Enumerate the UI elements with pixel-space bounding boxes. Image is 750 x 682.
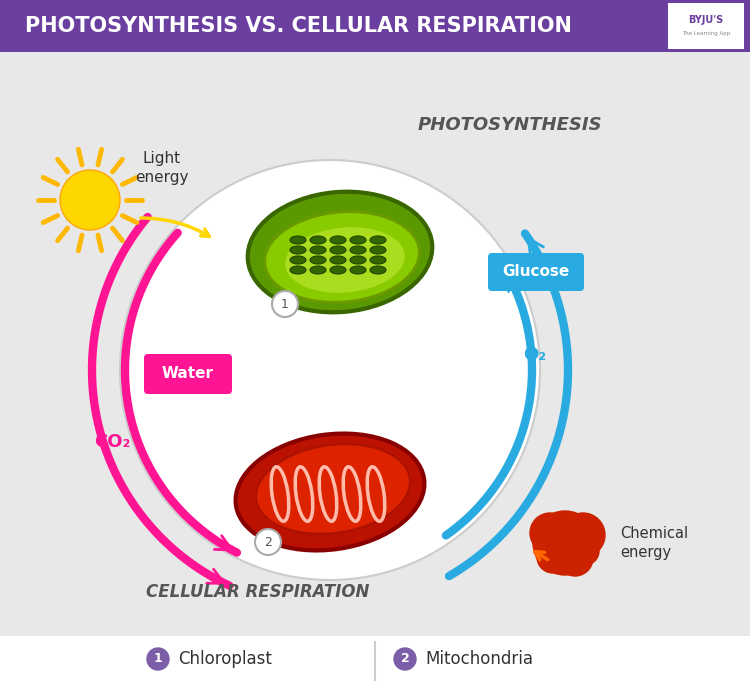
Ellipse shape xyxy=(290,266,306,274)
Ellipse shape xyxy=(236,434,424,550)
Ellipse shape xyxy=(285,227,405,293)
Text: Mitochondria: Mitochondria xyxy=(425,650,533,668)
FancyBboxPatch shape xyxy=(0,0,750,52)
Circle shape xyxy=(537,541,569,573)
Ellipse shape xyxy=(350,256,366,264)
Text: CO₂: CO₂ xyxy=(94,433,130,451)
Ellipse shape xyxy=(330,246,346,254)
Circle shape xyxy=(561,513,605,557)
Circle shape xyxy=(60,170,120,230)
Text: O₂: O₂ xyxy=(524,346,547,364)
Ellipse shape xyxy=(370,246,386,254)
Circle shape xyxy=(530,513,570,553)
Text: Water: Water xyxy=(162,366,214,381)
Ellipse shape xyxy=(265,211,419,302)
Ellipse shape xyxy=(310,246,326,254)
Circle shape xyxy=(147,648,169,670)
Circle shape xyxy=(533,511,597,575)
FancyBboxPatch shape xyxy=(0,636,750,682)
Ellipse shape xyxy=(350,236,366,244)
Ellipse shape xyxy=(330,256,346,264)
Text: 2: 2 xyxy=(400,653,410,666)
Text: BYJU'S: BYJU'S xyxy=(688,15,724,25)
Ellipse shape xyxy=(248,192,432,312)
Ellipse shape xyxy=(290,246,306,254)
Text: 1: 1 xyxy=(154,653,162,666)
Ellipse shape xyxy=(370,236,386,244)
Ellipse shape xyxy=(290,236,306,244)
Text: Glucose: Glucose xyxy=(503,265,570,280)
Circle shape xyxy=(120,160,540,580)
Ellipse shape xyxy=(290,256,306,264)
Circle shape xyxy=(557,540,593,576)
Text: 2: 2 xyxy=(264,535,272,548)
Text: Chloroplast: Chloroplast xyxy=(178,650,272,668)
Circle shape xyxy=(255,529,281,555)
Text: 1: 1 xyxy=(281,297,289,310)
FancyBboxPatch shape xyxy=(488,253,584,291)
Ellipse shape xyxy=(370,256,386,264)
Ellipse shape xyxy=(330,266,346,274)
Text: Light
energy: Light energy xyxy=(135,151,189,185)
Ellipse shape xyxy=(310,236,326,244)
Ellipse shape xyxy=(310,256,326,264)
Ellipse shape xyxy=(350,266,366,274)
Ellipse shape xyxy=(256,444,410,534)
Circle shape xyxy=(272,291,298,317)
Ellipse shape xyxy=(330,236,346,244)
Text: Chemical
energy: Chemical energy xyxy=(620,526,688,561)
Circle shape xyxy=(394,648,416,670)
Ellipse shape xyxy=(310,266,326,274)
Ellipse shape xyxy=(350,246,366,254)
Text: CELLULAR RESPIRATION: CELLULAR RESPIRATION xyxy=(146,583,370,601)
Text: PHOTOSYNTHESIS: PHOTOSYNTHESIS xyxy=(418,116,602,134)
Text: The Learning App: The Learning App xyxy=(682,31,730,35)
Circle shape xyxy=(571,537,599,565)
Ellipse shape xyxy=(370,266,386,274)
Text: PHOTOSYNTHESIS VS. CELLULAR RESPIRATION: PHOTOSYNTHESIS VS. CELLULAR RESPIRATION xyxy=(25,16,572,36)
FancyBboxPatch shape xyxy=(144,354,232,394)
FancyBboxPatch shape xyxy=(668,3,744,49)
